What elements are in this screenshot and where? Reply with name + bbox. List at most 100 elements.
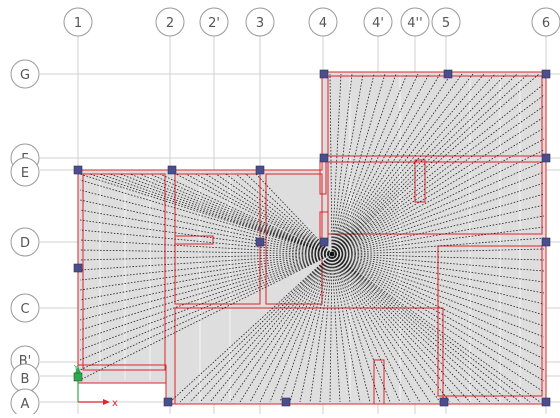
column-9[interactable] xyxy=(319,237,329,247)
row-bubble-label: D xyxy=(20,236,30,251)
ray-105 xyxy=(331,253,341,403)
ray-103 xyxy=(319,253,333,403)
ray-121 xyxy=(331,253,501,403)
row-bubble-D: D xyxy=(10,227,40,257)
ray-67 xyxy=(331,171,545,255)
ray-99 xyxy=(279,253,333,403)
column-2[interactable] xyxy=(541,69,551,79)
column-bubble-4'': 4'' xyxy=(400,7,430,37)
ray-90 xyxy=(189,253,333,403)
ray-62 xyxy=(331,116,545,255)
ray-117 xyxy=(331,253,461,403)
column-bubble-label: 4 xyxy=(319,16,327,31)
ray-36 xyxy=(331,73,529,255)
ray-82 xyxy=(331,253,545,338)
ray-19 xyxy=(331,73,342,255)
ray-7 xyxy=(149,173,333,255)
ray-44 xyxy=(79,239,333,255)
y-axis-arrowhead xyxy=(75,366,81,373)
ray-63 xyxy=(331,127,545,255)
row-bubble-B: B xyxy=(10,363,40,393)
ray-57 xyxy=(79,253,333,371)
row-bubble-label: C xyxy=(20,302,29,317)
ray-70 xyxy=(331,204,545,255)
row-bubble-label: A xyxy=(21,397,30,412)
ray-80 xyxy=(331,253,545,316)
ray-69 xyxy=(331,193,545,255)
ray-110 xyxy=(331,253,391,403)
column-3[interactable] xyxy=(73,165,83,175)
ray-61 xyxy=(331,105,545,255)
row-bubble-label: G xyxy=(20,68,30,83)
column-bubble-6: 6 xyxy=(531,7,560,37)
column-11[interactable] xyxy=(73,263,83,273)
ray-86 xyxy=(331,253,545,382)
columns[interactable] xyxy=(73,69,551,407)
load-distribution-rays xyxy=(79,73,545,403)
row-bubble-E: E xyxy=(10,157,40,187)
column-13[interactable] xyxy=(281,397,291,407)
ray-73 xyxy=(331,237,545,255)
ray-106 xyxy=(331,253,351,403)
column-15[interactable] xyxy=(541,397,551,407)
column-5[interactable] xyxy=(255,165,265,175)
ray-77 xyxy=(331,253,545,283)
ray-45 xyxy=(79,249,333,255)
column-bubble-label: 2' xyxy=(208,16,220,31)
x-axis-arrowhead xyxy=(103,399,110,405)
column-10[interactable] xyxy=(541,237,551,247)
ray-11 xyxy=(195,173,333,255)
ray-91 xyxy=(199,253,333,403)
ray-48 xyxy=(79,253,333,281)
row-bubble-label: B xyxy=(21,372,30,387)
ray-71 xyxy=(331,215,545,255)
row-grid-bubbles: GFEDCB'BA xyxy=(10,59,40,418)
ray-29 xyxy=(331,73,452,255)
column-1[interactable] xyxy=(443,69,453,79)
ray-88 xyxy=(169,253,333,403)
ray-59 xyxy=(331,83,545,255)
column-7[interactable] xyxy=(541,153,551,163)
ray-87 xyxy=(331,253,545,393)
ray-122 xyxy=(331,253,511,403)
column-8[interactable] xyxy=(255,237,265,247)
ray-125 xyxy=(331,253,541,403)
column-6[interactable] xyxy=(319,153,329,163)
ray-20 xyxy=(331,73,353,255)
column-bubble-2': 2' xyxy=(199,7,229,37)
ray-112 xyxy=(331,253,411,403)
column-bubble-4: 4 xyxy=(308,7,338,37)
column-0[interactable] xyxy=(319,69,329,79)
column-bubble-3: 3 xyxy=(245,7,275,37)
axis-indicator: x Y xyxy=(73,364,118,409)
ray-33 xyxy=(331,73,496,255)
ray-53 xyxy=(79,253,333,331)
ray-66 xyxy=(331,160,545,255)
column-12[interactable] xyxy=(163,397,173,407)
ray-116 xyxy=(331,253,451,403)
slab-region[interactable] xyxy=(77,71,547,405)
ray-124 xyxy=(331,253,531,403)
ray-41 xyxy=(79,209,333,255)
ray-40 xyxy=(79,199,333,255)
ray-17 xyxy=(255,173,333,255)
x-axis-label: x xyxy=(112,398,118,409)
row-bubble-A: A xyxy=(10,388,40,418)
ray-98 xyxy=(269,253,333,403)
column-bubble-2: 2 xyxy=(155,7,185,37)
load-point xyxy=(329,251,335,257)
ray-75 xyxy=(331,253,545,261)
ray-10 xyxy=(185,173,333,255)
ray-93 xyxy=(219,253,333,403)
ray-83 xyxy=(331,253,545,349)
column-4[interactable] xyxy=(167,165,177,175)
ray-76 xyxy=(331,253,545,272)
ray-72 xyxy=(331,226,545,255)
ray-6 xyxy=(139,173,333,255)
ray-78 xyxy=(331,253,545,294)
column-14[interactable] xyxy=(439,397,449,407)
ray-47 xyxy=(79,253,333,271)
ray-34 xyxy=(331,73,507,255)
